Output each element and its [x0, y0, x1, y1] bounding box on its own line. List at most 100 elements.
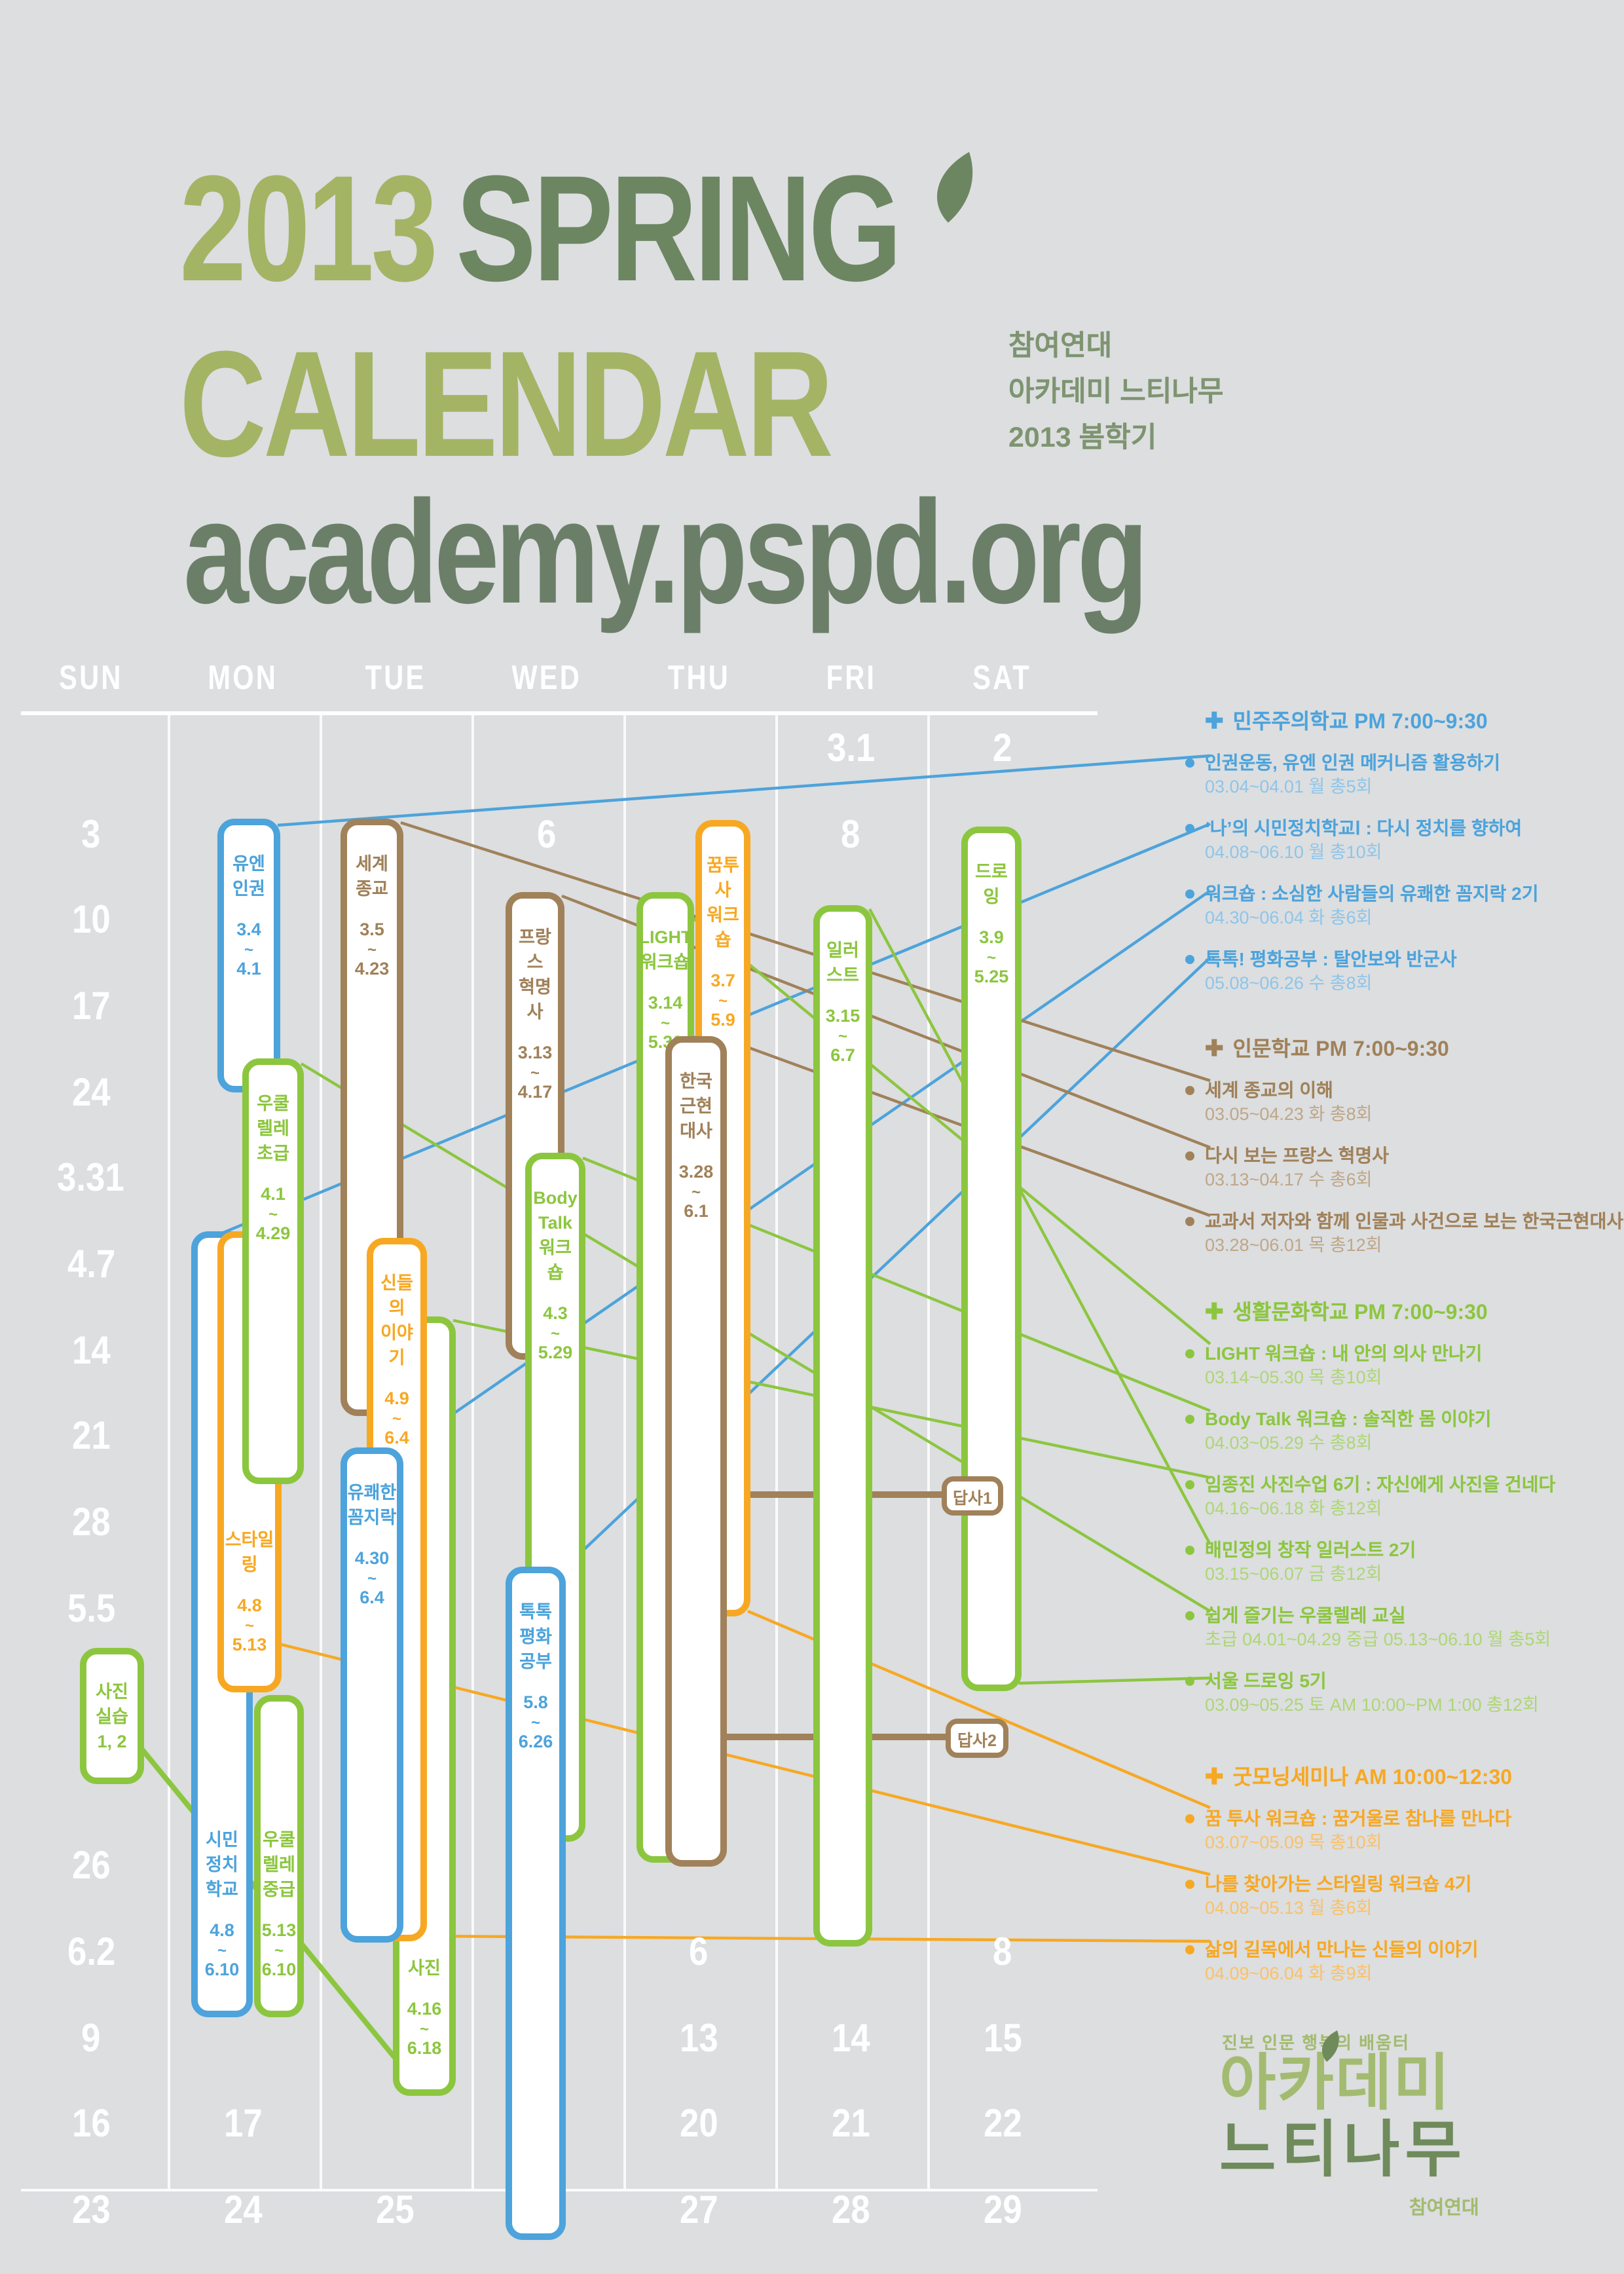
- course-end-date: 6.1: [684, 1201, 709, 1221]
- course-name: 스타일링: [224, 1527, 275, 1577]
- course-name: 사진: [408, 1956, 441, 1981]
- legend-group-time: AM 10:00~12:30: [1348, 1767, 1513, 1789]
- course-name-line: 꼼지락: [347, 1508, 397, 1527]
- course-name-line: 워크숍: [707, 905, 739, 950]
- date-cell: 27: [640, 2188, 758, 2235]
- course-start-date: 4.1: [261, 1184, 286, 1204]
- bullet-icon: [1185, 1880, 1194, 1889]
- legend-item-title: 교과서 저자와 함께 인물과 사건으로 보는 한국근현대사: [1205, 1210, 1624, 1231]
- date-number: 15: [983, 2017, 1022, 2060]
- legend-group-green: ✚ 생활문화학교 PM 7:00~9:30 LIGHT 워크숍 : 내 안의 의사 …: [1185, 1294, 1614, 1734]
- course-start-date: 3.28: [678, 1162, 714, 1182]
- org-line-2: 아카데미 느티나무: [1008, 376, 1224, 407]
- date-cell: 21: [792, 2102, 910, 2149]
- date-cell: 13: [640, 2016, 758, 2063]
- course-end-date: 5.13: [232, 1635, 267, 1654]
- course-start-date: 4.3: [543, 1303, 568, 1323]
- date-number: 10: [71, 899, 111, 942]
- legend-group-name: 생활문화학교: [1232, 1302, 1349, 1324]
- bullet-icon: [1185, 1480, 1194, 1489]
- course-date-range: 4.30 ~6.4: [355, 1547, 390, 1610]
- legend-item: ‘나’의 시민정치학교Ⅰ : 다시 정치를 향하여 04.08~06.10 월 총…: [1185, 816, 1614, 865]
- course-date-range: 4.3 ~5.29: [538, 1302, 573, 1365]
- course-name: 드로잉: [968, 859, 1015, 909]
- course-bar-illustration: 일러스트 3.15 ~6.7: [813, 905, 872, 1947]
- course-bar-pleasant-fidget: 유쾌한 꼼지락 4.30 ~6.4: [341, 1447, 403, 1943]
- course-name-line: 혁명사: [519, 977, 551, 1022]
- title-spring: SPRING: [456, 145, 902, 313]
- course-name-line: Body: [533, 1188, 578, 1208]
- date-cell: 24: [32, 1070, 150, 1117]
- course-end-date: 6.26: [518, 1732, 553, 1751]
- legend-item: 교과서 저자와 함께 인물과 사건으로 보는 한국근현대사 03.28~06.01…: [1185, 1209, 1624, 1258]
- course-date-range: 3.5 ~4.23: [355, 918, 390, 981]
- legend-item-title: 인권운동, 유엔 인권 메커니즘 활용하기: [1205, 752, 1501, 773]
- date-cell: 6: [488, 811, 606, 859]
- course-bar-un-human-rights: 유엔 인권 3.4 ~4.1: [217, 819, 280, 1092]
- grid-column-divider: [927, 714, 929, 2189]
- date-cell: 4.7: [32, 1242, 150, 1289]
- day-header-label: WED: [511, 658, 582, 697]
- course-start-date: 3.4: [236, 920, 261, 939]
- date-cell: 2: [944, 726, 1061, 773]
- legend-group-header: ✚ 생활문화학교 PM 7:00~9:30: [1205, 1294, 1614, 1326]
- course-date-range: 3.28 ~6.1: [679, 1161, 714, 1223]
- course-name: Body Talk 워크숍: [532, 1185, 579, 1285]
- date-cell: 28: [792, 2188, 910, 2235]
- course-name-line: 톡톡: [519, 1602, 552, 1622]
- course-name: 사진 실습 1, 2: [96, 1679, 128, 1753]
- course-name: 유엔 인권: [232, 851, 265, 901]
- legend-item-detail: 03.28~06.01 목 총12회: [1205, 1235, 1382, 1255]
- legend-item-title: 워크숍 : 소심한 사람들의 유쾌한 꼼지락 2기: [1205, 883, 1539, 904]
- date-number: 20: [679, 2102, 718, 2146]
- course-name: LIGHT 워크숍: [639, 925, 692, 975]
- course-start-date: 3.5: [360, 920, 384, 939]
- bullet-icon: [1185, 1217, 1194, 1226]
- course-name-line: 스타일링: [225, 1530, 274, 1575]
- course-bar-ukulele-intermediate: 우쿨 렐레 중급 5.13 ~6.10: [254, 1695, 304, 2017]
- legend-item-detail: 03.05~04.23 화 총8회: [1205, 1104, 1373, 1124]
- legend-item-title: 삶의 길목에서 만나는 신들의 이야기: [1205, 1939, 1479, 1960]
- course-date-range: 4.16 ~6.18: [407, 1998, 442, 2060]
- date-number: 13: [679, 2017, 718, 2060]
- org-subtitle: 참여연대 아카데미 느티나무 2013 봄학기: [1008, 324, 1223, 461]
- logo-neutinamu: 느티나무: [1219, 2114, 1467, 2184]
- legend-item: 톡톡! 평화공부 : 탈안보와 반군사 05.08~06.26 수 총8회: [1185, 947, 1614, 996]
- course-name-line: 근현대사: [680, 1096, 712, 1141]
- bullet-icon: [1185, 1086, 1194, 1095]
- tilde: ~: [718, 992, 728, 1010]
- plus-icon: ✚: [1205, 1764, 1224, 1789]
- course-name-line: 워크숍: [539, 1238, 572, 1282]
- course-start-date: 3.15: [825, 1006, 860, 1026]
- legend-item-title: 다시 보는 프랑스 혁명사: [1205, 1145, 1389, 1166]
- date-number: 17: [71, 984, 111, 1028]
- tilde: ~: [244, 1616, 254, 1635]
- bullet-icon: [1185, 1151, 1194, 1161]
- date-cell: 15: [944, 2016, 1061, 2063]
- legend-item: 워크숍 : 소심한 사람들의 유쾌한 꼼지락 2기 04.30~06.04 화 총…: [1185, 882, 1614, 930]
- course-date-range: 3.15 ~6.7: [826, 1005, 860, 1068]
- course-date-range: 3.7 ~5.9: [710, 969, 735, 1032]
- legend-item-detail: 04.09~06.04 화 총9회: [1205, 1964, 1373, 1983]
- course-name-line: 유엔: [232, 854, 265, 874]
- course-name-line: 렐레: [257, 1119, 289, 1138]
- course-start-date: 3.7: [710, 971, 735, 990]
- course-name: 시민정치 학교: [198, 1827, 246, 1902]
- connector-line: [277, 754, 1211, 827]
- bullet-icon: [1185, 1349, 1194, 1358]
- day-header-label: SUN: [59, 658, 123, 697]
- course-name-line: 평화공부: [519, 1627, 552, 1671]
- tilde: ~: [268, 1205, 278, 1223]
- date-number: 21: [831, 2102, 870, 2146]
- day-header-label: THU: [667, 658, 730, 697]
- date-number: 2: [993, 727, 1012, 770]
- course-end-date: 6.18: [407, 2038, 442, 2058]
- course-start-date: 3.14: [648, 993, 683, 1013]
- legend-item: 임종진 사진수업 6기 : 자신에게 사진을 건네다 04.16~06.18 화 …: [1185, 1472, 1614, 1521]
- title-calendar: CALENDAR: [179, 321, 834, 489]
- bullet-icon: [1185, 824, 1194, 833]
- course-date-range: 5.13 ~6.10: [262, 1919, 297, 1982]
- legend-item: 다시 보는 프랑스 혁명사 03.13~04.17 수 총6회: [1185, 1144, 1614, 1192]
- legend-group-name: 굿모닝세미나: [1232, 1767, 1349, 1789]
- course-name-line: 이야기: [380, 1323, 413, 1368]
